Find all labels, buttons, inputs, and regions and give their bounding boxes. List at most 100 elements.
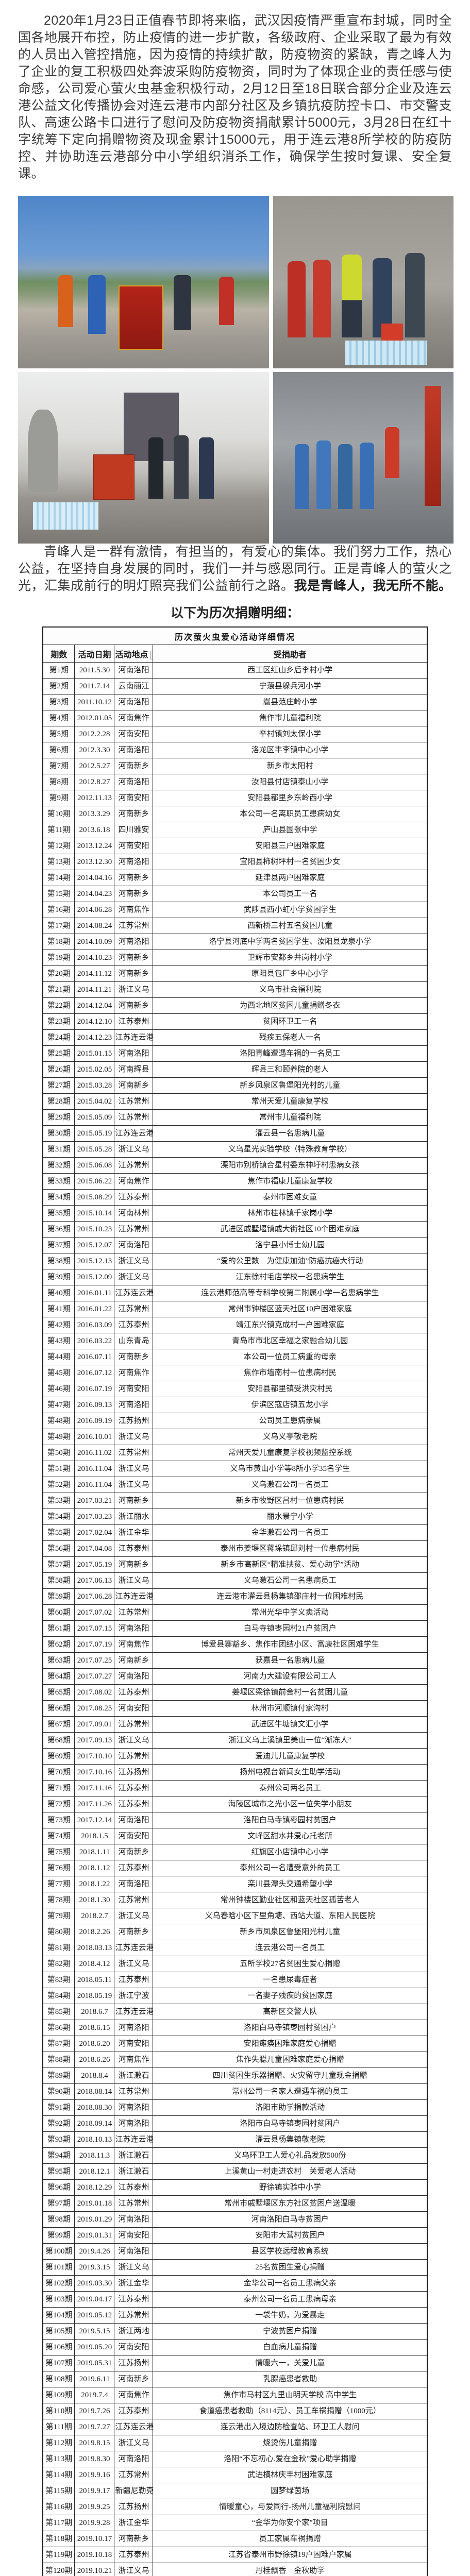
location-cell: 江苏扬州 <box>114 1413 154 1429</box>
table-row: 第49期 2016.10.01 浙江义乌 义乌义亭敬老院 <box>42 1429 428 1445</box>
location-cell: 浙江激石 <box>114 2163 154 2180</box>
recipient-cell: 情暖六一，关爱儿童 <box>153 2355 428 2371</box>
period-cell: 第52期 <box>42 1477 75 1493</box>
period-cell: 第64期 <box>42 1668 75 1685</box>
table-row: 第96期 2018.12.29 江苏泰州 野徐镇实验中小学 <box>42 2179 428 2196</box>
location-cell: 江苏连云港 <box>114 2419 154 2435</box>
water-bottles <box>345 341 427 365</box>
figure-masked-person <box>173 435 189 499</box>
recipient-cell: 洛阳“不忘初心.爱在金秋”爱心助学捐赠 <box>153 2451 428 2467</box>
table-row: 第32期 2015.06.08 江苏常州 溧阳市别桥镇合星村委东神圩村患病女孩 <box>42 1157 428 1174</box>
date-cell: 2011.10.12 <box>74 694 115 710</box>
location-cell: 河南新乡 <box>114 806 154 822</box>
date-cell: 2016.11.04 <box>74 1477 115 1493</box>
table-row: 第34期 2015.08.29 江苏泰州 泰州市困难女童 <box>42 1189 428 1206</box>
location-cell: 山东青岛 <box>114 1333 154 1349</box>
date-cell: 2018.1.5 <box>74 1828 115 1844</box>
location-cell: 浙江义乌 <box>114 2563 154 2576</box>
table-row: 第98期 2019.01.29 河南洛阳 河南洛阳白马寺贫困户 <box>42 2211 428 2228</box>
filter-dropdown-icon[interactable]: ▼ <box>150 651 153 660</box>
period-cell: 第83期 <box>42 1972 75 1988</box>
stone-lion-statue <box>28 410 58 493</box>
location-cell: 河南安阳 <box>114 1828 154 1844</box>
recipient-cell: 伊滨区寇店镇五龙小学 <box>153 1397 428 1413</box>
recipient-cell: 乳腺癌患者救助 <box>153 2371 428 2387</box>
date-cell: 2017.07.27 <box>74 1668 115 1685</box>
table-row: 第58期 2017.06.13 浙江义乌 义乌激石公司一名患病员工 <box>42 1572 428 1589</box>
location-cell: 浙江义乌 <box>114 2259 154 2276</box>
recipient-cell: 辉县三和颐养院的老人 <box>153 1061 428 1078</box>
recipient-cell: 新乡市凤泉区鲁堡阳光村儿童 <box>153 1924 428 1940</box>
location-cell: 河南洛阳 <box>114 774 154 790</box>
period-cell: 第81期 <box>42 1940 75 1956</box>
table-row: 第80期 2018.2.26 河南新乡 新乡市凤泉区鲁堡阳光村儿童 <box>42 1924 428 1940</box>
date-cell: 2017.08.02 <box>74 1684 115 1701</box>
date-cell: 2015.05.09 <box>74 1109 115 1126</box>
date-cell: 2019.7.26 <box>74 2403 115 2419</box>
table-row: 第47期 2016.09.13 河南洛阳 伊滨区寇店镇五龙小学 <box>42 1397 428 1413</box>
recipient-cell: 泰州公司一名遭受意外的员工 <box>153 1860 428 1876</box>
recipient-cell: 白血病儿童捐赠 <box>153 2339 428 2355</box>
period-cell: 第76期 <box>42 1860 75 1876</box>
period-cell: 第49期 <box>42 1429 75 1445</box>
table-row: 第65期 2017.08.02 江苏泰州 姜堰区梁徐镇前舍村一名贫困儿童 <box>42 1684 428 1701</box>
location-cell: 浙江金华 <box>114 2515 154 2531</box>
recipient-cell: 爱迪儿儿童康复学校 <box>153 1748 428 1765</box>
date-cell: 2016.09.13 <box>74 1397 115 1413</box>
date-cell: 2019.9.17 <box>74 2483 115 2499</box>
date-cell: 2018.2.7 <box>74 1908 115 1924</box>
period-cell: 第4期 <box>42 710 75 726</box>
recipient-cell: 四川贫困生乐器捐赠、火灾留守儿童现金捐赠 <box>153 2067 428 2084</box>
period-cell: 第70期 <box>42 1764 75 1781</box>
location-cell: 江苏常州 <box>114 2307 154 2324</box>
recipient-cell: 灌云县杨集镇敬老院 <box>153 2131 428 2148</box>
date-cell: 2014.12.23 <box>74 1029 115 1046</box>
date-cell: 2015.10.14 <box>74 1205 115 1222</box>
table-row: 第64期 2017.07.27 河南洛阳 河南力大建设有限公司工人 <box>42 1668 428 1685</box>
date-cell: 2018.05.11 <box>74 1972 115 1988</box>
period-cell: 第50期 <box>42 1445 75 1461</box>
table-row: 第43期 2016.03.22 山东青岛 青岛市市北区幸福之家融合幼儿园 <box>42 1333 428 1349</box>
date-cell: 2017.12.14 <box>74 1812 115 1828</box>
table-row: 第1期 2011.5.30 河南洛阳 西工区红山乡后李村小学 <box>42 662 428 679</box>
date-cell: 2018.1.12 <box>74 1860 115 1876</box>
figure-red-vest <box>385 427 399 479</box>
table-row: 第109期 2019.7.4 河南焦作 焦作市马村区九里山明天学校 高中学生 <box>42 2387 428 2403</box>
recipient-cell: 洛阳市助学捐款活动 <box>153 2099 428 2116</box>
period-cell: 第60期 <box>42 1604 75 1621</box>
date-cell: 2018.8.4 <box>74 2067 115 2084</box>
period-cell: 第61期 <box>42 1620 75 1637</box>
location-cell: 河南焦作 <box>114 2387 154 2403</box>
table-row: 第60期 2017.07.02 江苏常州 常州光华中学义卖活动 <box>42 1604 428 1621</box>
location-cell: 河南新乡 <box>114 1493 154 1509</box>
date-cell: 2019.8.15 <box>74 2435 115 2451</box>
location-cell: 江苏连云港 <box>114 2131 154 2148</box>
location-cell: 河南新乡 <box>114 965 154 982</box>
table-row: 第4期 2012.01.05 河南焦作 焦作市儿童福利院 <box>42 710 428 726</box>
recipient-cell: 焦作市马村区九里山明天学校 高中学生 <box>153 2387 428 2403</box>
location-cell: 江苏常州 <box>114 1157 154 1174</box>
recipient-cell: 焦作市福康儿童康复学校 <box>153 1173 428 1190</box>
figure-blue-uniform <box>316 440 331 510</box>
period-cell: 第84期 <box>42 1988 75 2004</box>
date-cell: 2017.06.28 <box>74 1588 115 1605</box>
date-cell: 2017.03.23 <box>74 1509 115 1525</box>
location-cell: 江苏连云港 <box>114 1285 154 1301</box>
table-row: 第62期 2017.07.19 河南焦作 博爱县寨豁乡、焦作市团结小区、富康社区困难学… <box>42 1636 428 1653</box>
period-cell: 第115期 <box>42 2483 75 2499</box>
location-cell: 浙江义乌 <box>114 1908 154 1924</box>
location-cell: 河南新乡 <box>114 870 154 886</box>
location-cell: 河南洛阳 <box>114 1876 154 1892</box>
date-cell: 2019.8.30 <box>74 2451 115 2467</box>
recipient-cell: 洛阳市白马寺镇枣园村贫困户 <box>153 2115 428 2132</box>
date-cell: 2018.12.29 <box>74 2179 115 2196</box>
table-row: 第82期 2018.4.12 浙江义乌 五所学校27名贫困生爱心捐赠 <box>42 1956 428 1972</box>
figure-masked-person <box>198 437 214 499</box>
recipient-cell: 常州市戚墅堰区东方社区贫困户送温暖 <box>153 2195 428 2212</box>
period-cell: 第90期 <box>42 2083 75 2100</box>
recipient-cell: 武进横林庆丰村困难家庭 <box>153 2467 428 2483</box>
period-cell: 第53期 <box>42 1493 75 1509</box>
date-cell: 2018.08.14 <box>74 2083 115 2100</box>
date-cell: 2017.07.15 <box>74 1620 115 1637</box>
column-header-recipient: 受捐助者 <box>153 645 428 663</box>
